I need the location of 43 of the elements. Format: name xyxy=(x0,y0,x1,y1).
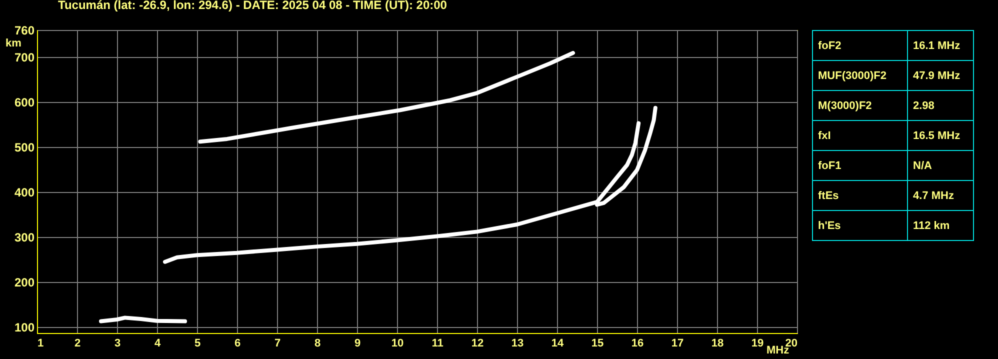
y-tick-label: 300 xyxy=(14,230,35,245)
text: 16.5 MHz xyxy=(908,120,974,150)
x-tick-label: 5 xyxy=(194,338,201,350)
x-tick-label: 15 xyxy=(591,338,604,350)
y-tick-label: 700 xyxy=(14,50,35,65)
x-tick-label: 1 xyxy=(38,338,44,350)
text: 112 km xyxy=(908,210,974,240)
x-tick-label: 16 xyxy=(631,338,644,350)
x-tick-label: 19 xyxy=(751,338,764,350)
text: MUF(3000)F2 xyxy=(812,60,908,90)
text: 2.98 xyxy=(908,90,974,120)
x-tick-label: 4 xyxy=(154,338,162,350)
y-axis-title: km xyxy=(6,38,22,50)
text: ftEs xyxy=(812,180,908,210)
text: 4.7 MHz xyxy=(908,180,974,210)
y-tick-label: 400 xyxy=(14,186,35,200)
x-tick-label: 2 xyxy=(74,338,81,350)
text: fxI xyxy=(812,120,908,150)
y-tick-label: 600 xyxy=(14,96,35,110)
x-tick-label: 8 xyxy=(314,338,321,350)
text: foF2 xyxy=(812,30,908,60)
y-tick-label: 100 xyxy=(14,320,35,335)
x-tick-label: 9 xyxy=(354,338,361,350)
text: M(3000)F2 xyxy=(812,90,908,120)
x-tick-label: 13 xyxy=(511,338,524,350)
text: N/A xyxy=(908,150,974,180)
text: 47.9 MHz xyxy=(908,60,974,90)
x-tick-label: 7 xyxy=(274,338,281,350)
x-tick-label: 10 xyxy=(391,338,404,350)
y-tick-label: 200 xyxy=(14,276,35,290)
x-tick-label: 6 xyxy=(234,338,241,350)
text: foF1 xyxy=(812,150,908,180)
y-tick-label: 500 xyxy=(14,140,35,155)
x-tick-label: 12 xyxy=(471,338,484,350)
x-tick-label: 3 xyxy=(114,338,121,350)
x-tick-label: 17 xyxy=(671,338,684,350)
y-tick-label: 760 xyxy=(14,24,35,38)
x-tick-label: 18 xyxy=(711,338,724,350)
x-tick-label: 14 xyxy=(551,338,564,350)
x-tick-label: 11 xyxy=(432,338,444,350)
text: h'Es xyxy=(812,210,908,240)
chart-title: Tucumán (lat: -26.9, lon: 294.6) - DATE: 2025 04 08 - TIME (UT): 20:00 xyxy=(58,0,448,12)
text: 16.1 MHz xyxy=(908,30,974,60)
